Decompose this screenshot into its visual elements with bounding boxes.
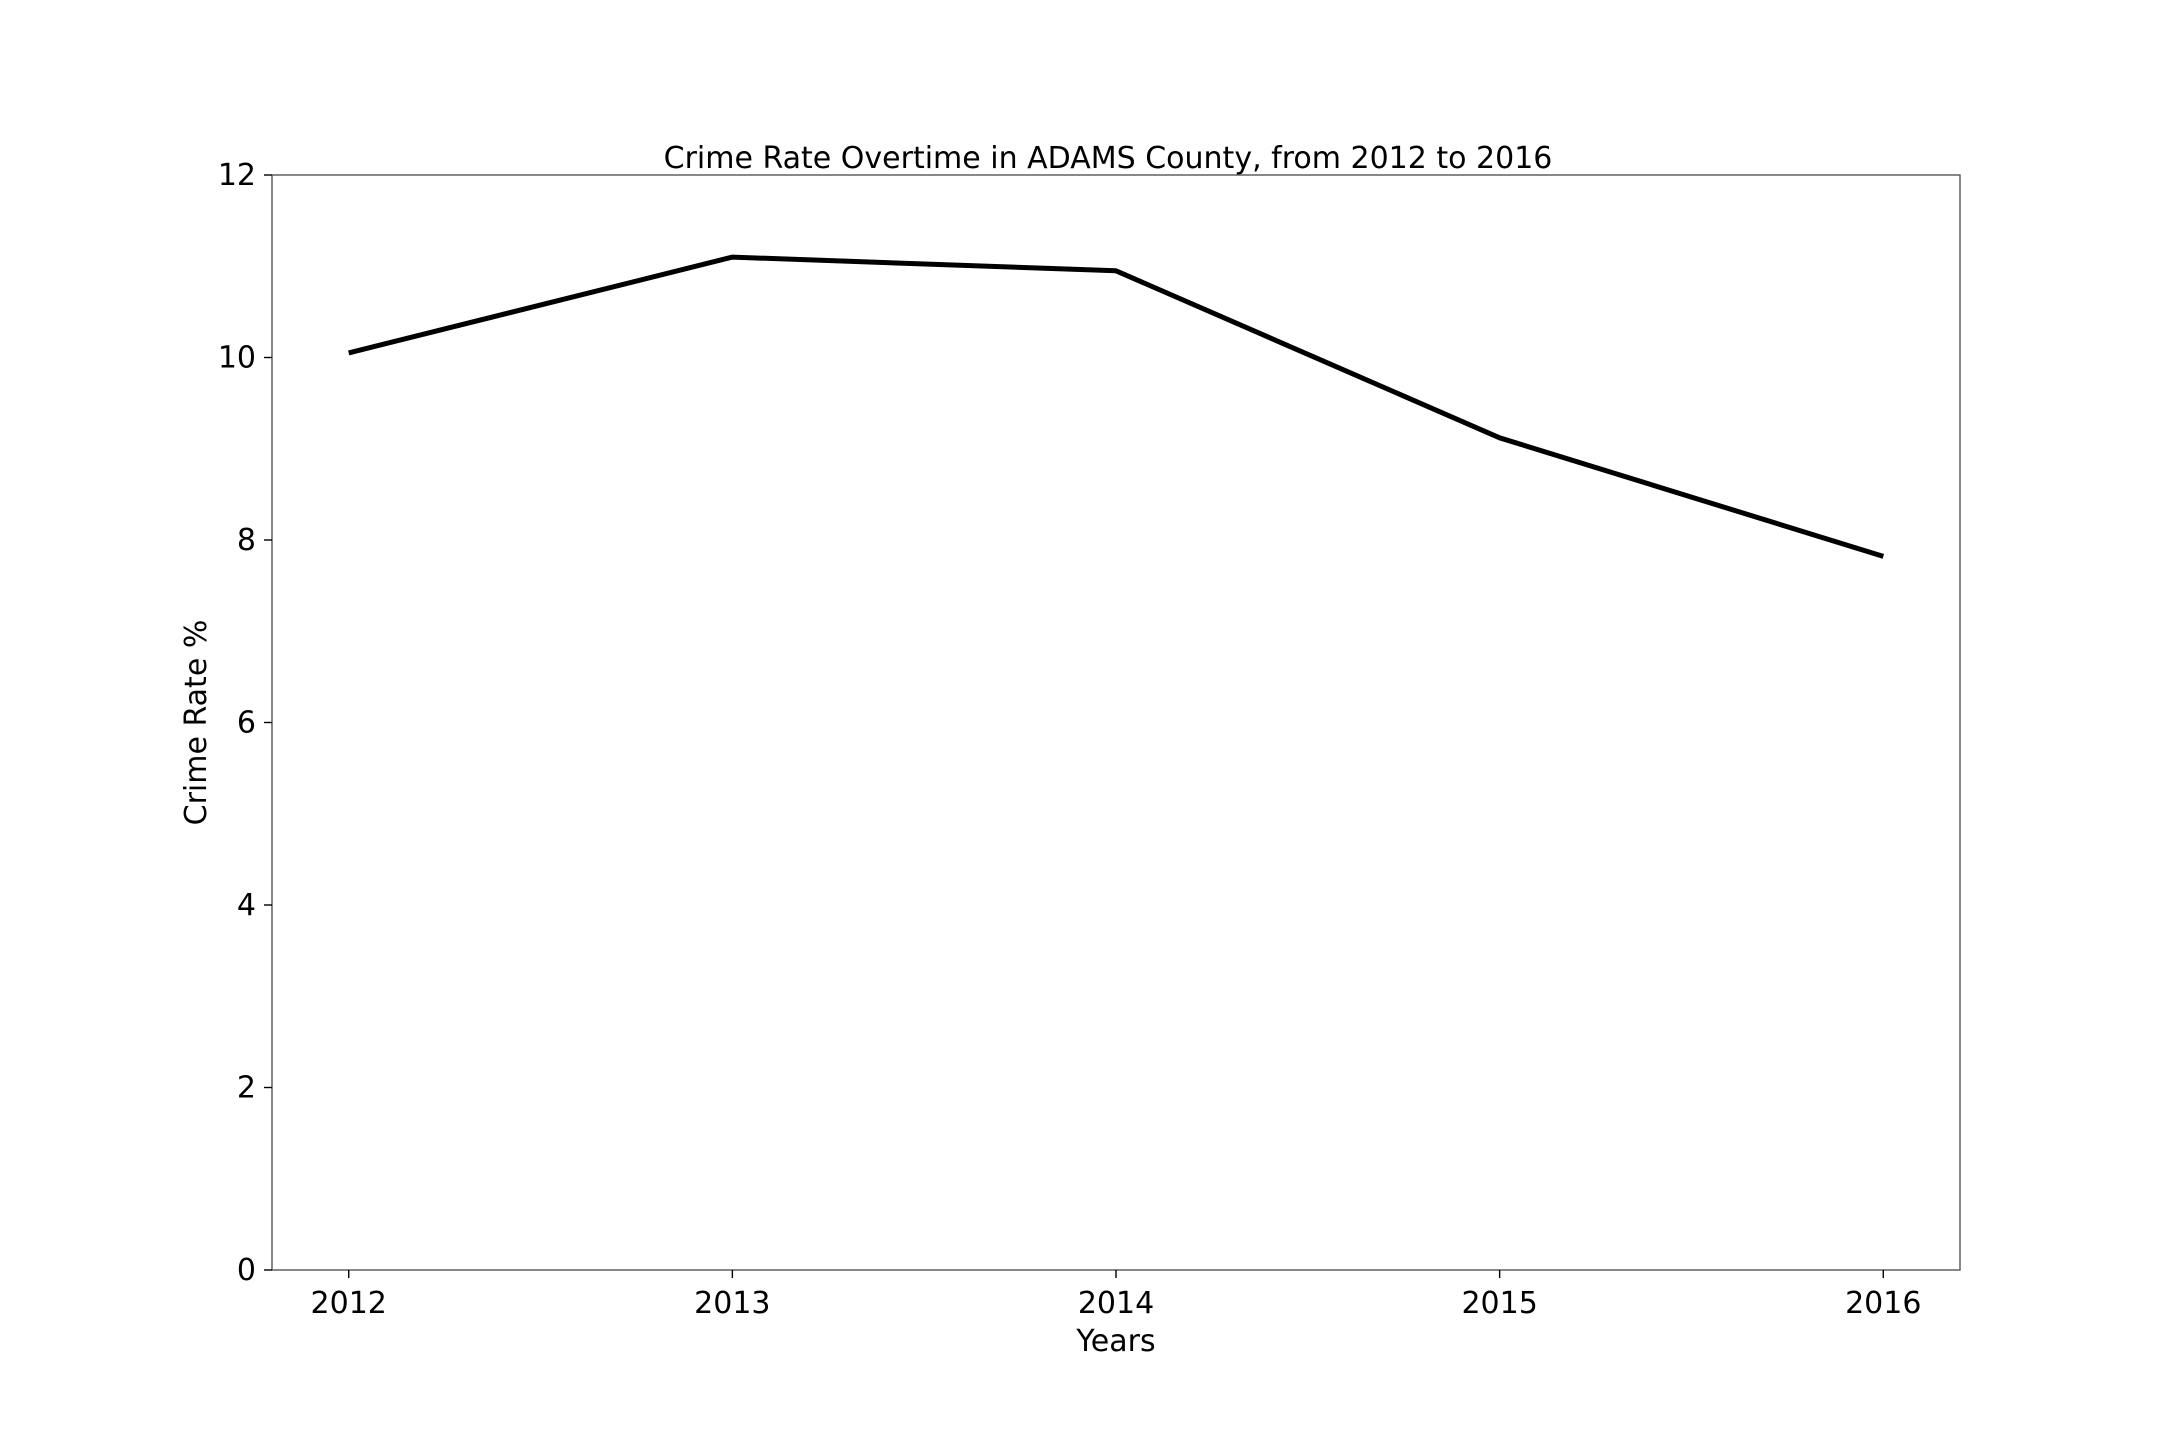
x-axis-label: Years [1075, 1324, 1155, 1359]
x-tick-label: 2016 [1845, 1286, 1921, 1321]
series-line [348, 254, 1885, 559]
x-tick-label: 2013 [694, 1286, 770, 1321]
x-axis: 2012 2013 2014 2015 2016 [311, 1270, 1921, 1321]
y-tick-label: 2 [237, 1071, 256, 1106]
plot-area-frame [271, 174, 1961, 1271]
y-axis: 0 2 4 6 8 10 12 [218, 158, 272, 1288]
x-tick-label: 2014 [1078, 1286, 1154, 1321]
x-tick-label: 2015 [1461, 1286, 1537, 1321]
chart-title: Crime Rate Overtime in ADAMS County, fro… [664, 141, 1553, 176]
x-tick-label: 2012 [311, 1286, 387, 1321]
y-axis-label: Crime Rate % [179, 620, 214, 826]
y-tick-label: 6 [237, 706, 256, 741]
series-group [348, 254, 1885, 559]
y-tick-label: 4 [237, 888, 256, 923]
y-tick-label: 10 [218, 341, 256, 376]
y-tick-label: 0 [237, 1253, 256, 1288]
y-tick-label: 8 [237, 523, 256, 558]
y-tick-label: 12 [218, 158, 256, 193]
